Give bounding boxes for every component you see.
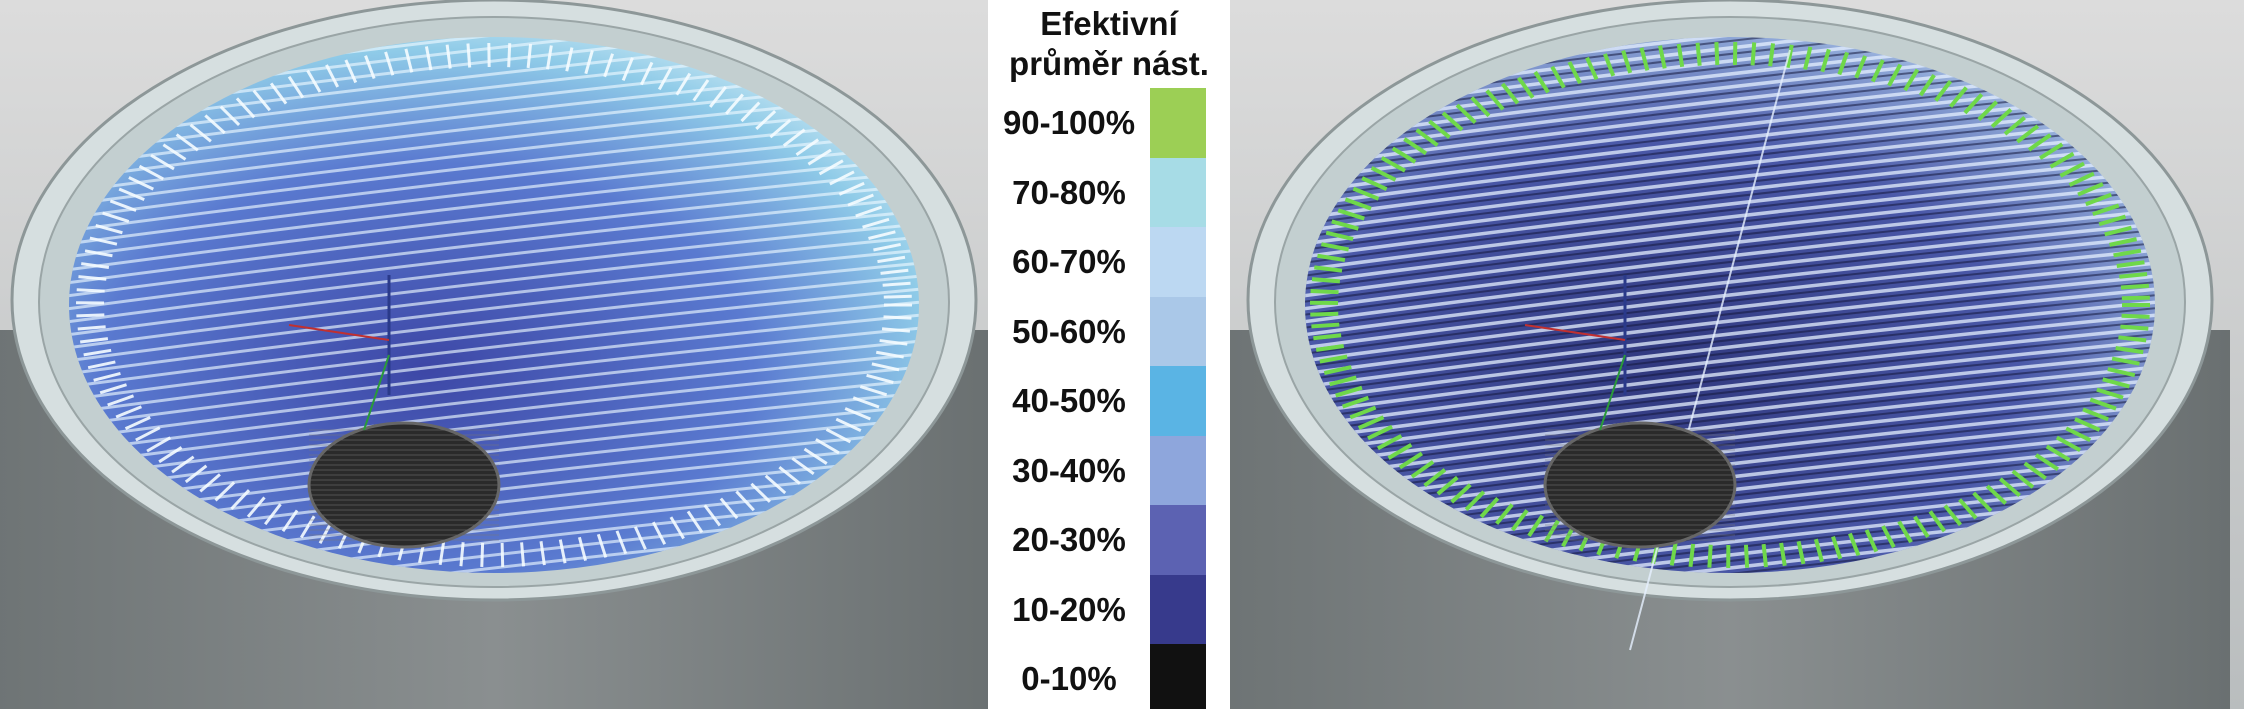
legend-item-swatch (1150, 158, 1206, 228)
color-legend: Efektivní průměr nást. 90-100% 70-80% 60… (988, 0, 1230, 709)
legend-item: 40-50% (988, 366, 1230, 436)
legend-item-label: 30-40% (988, 436, 1150, 506)
legend-title-line2: průměr nást. (988, 44, 1230, 84)
legend-item-label: 50-60% (988, 297, 1150, 367)
legend-item-label: 0-10% (988, 644, 1150, 714)
legend-item-label: 70-80% (988, 158, 1150, 228)
bowl-toolpath-render-left (0, 0, 988, 709)
legend-item: 90-100% (988, 88, 1230, 158)
legend-item-label: 40-50% (988, 366, 1150, 436)
toolpath-view-left (0, 0, 988, 709)
legend-item-label: 20-30% (988, 505, 1150, 575)
legend-title: Efektivní průměr nást. (988, 4, 1230, 84)
legend-item-swatch (1150, 366, 1206, 436)
legend-item: 0-10% (988, 644, 1230, 709)
legend-item: 60-70% (988, 227, 1230, 297)
legend-item-swatch (1150, 575, 1206, 645)
legend-item-swatch (1150, 297, 1206, 367)
legend-item-label: 90-100% (988, 88, 1150, 158)
legend-item-label: 60-70% (988, 227, 1150, 297)
legend-item: 70-80% (988, 158, 1230, 228)
bowl-toolpath-render-right (1230, 0, 2244, 709)
legend-item: 30-40% (988, 436, 1230, 506)
legend-item-swatch (1150, 227, 1206, 297)
legend-item-swatch (1150, 644, 1206, 709)
legend-item-swatch (1150, 436, 1206, 506)
legend-item: 20-30% (988, 505, 1230, 575)
legend-item-swatch (1150, 88, 1206, 158)
legend-item-label: 10-20% (988, 575, 1150, 645)
legend-title-line1: Efektivní (988, 4, 1230, 44)
toolpath-view-right (1230, 0, 2244, 709)
legend-item-swatch (1150, 505, 1206, 575)
legend-item: 50-60% (988, 297, 1230, 367)
legend-item: 10-20% (988, 575, 1230, 645)
